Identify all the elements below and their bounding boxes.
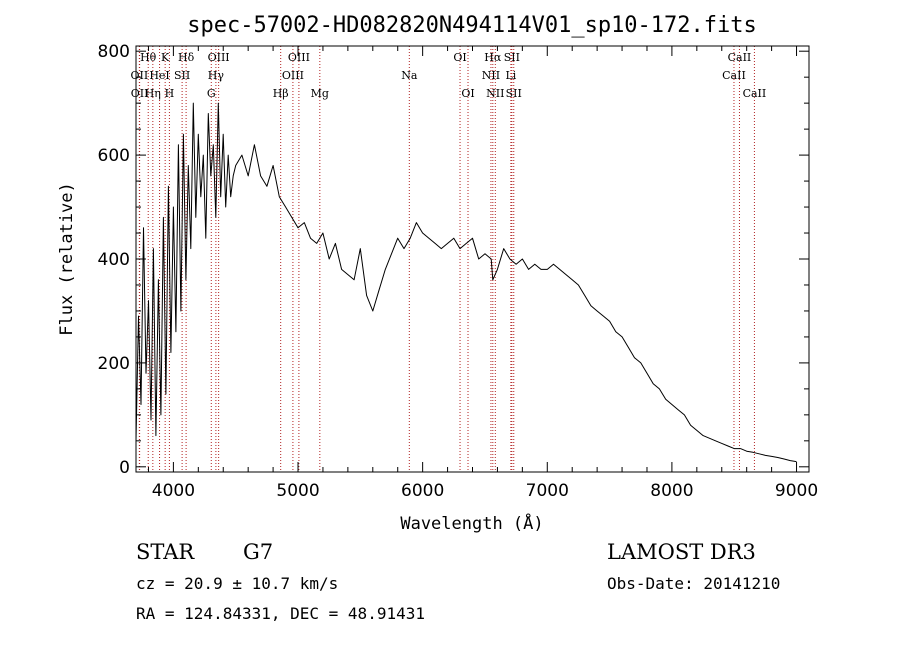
object-type: STAR bbox=[136, 540, 195, 564]
spectral-line-label: SII bbox=[504, 51, 520, 64]
redshift-velocity: cz = 20.9 ± 10.7 km/s bbox=[136, 574, 339, 593]
spectral-line-label: Mg bbox=[311, 87, 329, 100]
spectral-line-label: CaII bbox=[728, 51, 752, 64]
spectral-line-label: SII bbox=[174, 69, 190, 82]
y-tick-label: 200 bbox=[98, 354, 130, 374]
spectral-line-label: OIII bbox=[288, 51, 310, 64]
spectral-line-label: OIII bbox=[282, 69, 304, 82]
spectral-line-label: Hγ bbox=[208, 69, 225, 82]
spectral-line-label: OI bbox=[461, 87, 474, 100]
x-tick-label: 8000 bbox=[650, 481, 693, 501]
spectral-subclass: G7 bbox=[243, 540, 274, 564]
spectral-line-label: Li bbox=[505, 69, 516, 82]
x-tick-label: 4000 bbox=[152, 481, 195, 501]
spectral-line-label: CaII bbox=[722, 69, 746, 82]
y-tick-label: 600 bbox=[98, 146, 130, 166]
y-tick-label: 800 bbox=[98, 42, 130, 62]
spectral-line-label: Hα bbox=[484, 51, 502, 64]
spectral-line-label: K bbox=[161, 51, 170, 64]
x-tick-label: 7000 bbox=[526, 481, 569, 501]
spectrum-series-line bbox=[135, 102, 797, 463]
spectral-line-label: Hδ bbox=[178, 51, 195, 64]
spectral-line-label: Hβ bbox=[273, 87, 289, 100]
observation-date: Obs-Date: 20141210 bbox=[607, 574, 781, 593]
x-tick-label: 9000 bbox=[775, 481, 818, 501]
spectral-line-label: Hη bbox=[145, 87, 161, 100]
plot-frame bbox=[135, 45, 810, 473]
y-tick-label: 0 bbox=[119, 458, 130, 478]
chart-title: spec-57002-HD082820N494114V01_sp10-172.f… bbox=[187, 13, 757, 38]
x-axis-label: Wavelength (Å) bbox=[400, 512, 543, 534]
spectral-line-label: Hθ bbox=[140, 51, 157, 64]
spectral-line-label: OI bbox=[453, 51, 466, 64]
x-tick-label: 6000 bbox=[401, 481, 444, 501]
x-tick-label: 5000 bbox=[276, 481, 319, 501]
y-tick-label: 400 bbox=[98, 250, 130, 270]
spectral-line-label: NII bbox=[486, 87, 504, 100]
spectral-line-label: CaII bbox=[743, 87, 767, 100]
coordinates: RA = 124.84331, DEC = 48.91431 bbox=[136, 604, 425, 623]
survey-name: LAMOST DR3 bbox=[607, 540, 756, 564]
spectral-line-label: G bbox=[207, 87, 216, 100]
spectral-line-label: HeI bbox=[149, 69, 169, 82]
spectral-line-label: OIII bbox=[208, 51, 230, 64]
spectral-line-label: Na bbox=[401, 69, 418, 82]
spectral-line-label: H bbox=[165, 87, 175, 100]
spectral-line-label: OII bbox=[131, 87, 149, 100]
spectral-line-label: OII bbox=[131, 69, 149, 82]
y-axis-label: Flux (relative) bbox=[57, 182, 77, 336]
spectral-line-label: SII bbox=[506, 87, 522, 100]
spectral-line-label: NII bbox=[482, 69, 500, 82]
